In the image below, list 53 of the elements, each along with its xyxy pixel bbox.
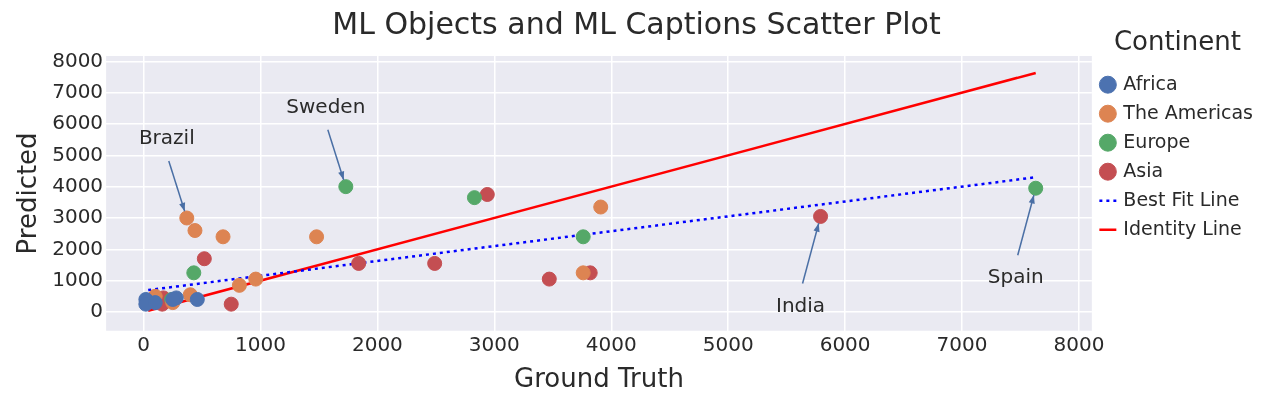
y-tick-label: 2000 — [52, 235, 104, 260]
point — [187, 223, 203, 239]
x-tick-label: 8000 — [1053, 332, 1105, 356]
x-tick-label: 6000 — [819, 332, 871, 356]
point — [179, 210, 195, 226]
point — [215, 229, 231, 245]
point — [351, 255, 367, 271]
x-tick-label: 1000 — [235, 332, 286, 356]
y-tick-label: 6000 — [52, 110, 104, 135]
x-tick-label: 7000 — [936, 332, 988, 356]
point — [466, 190, 482, 206]
point — [189, 291, 205, 307]
legend-label: Best Fit Line — [1123, 187, 1240, 210]
legend-label: The Americas — [1122, 100, 1254, 123]
x-axis-title: Ground Truth — [514, 363, 684, 394]
y-tick-label: 1000 — [52, 266, 104, 291]
point — [593, 199, 609, 215]
y-tick-label: 3000 — [52, 204, 104, 229]
x-tick-label: 0 — [137, 332, 150, 356]
point — [186, 265, 202, 281]
point — [427, 255, 443, 271]
annotation: Brazil — [138, 125, 195, 150]
point — [223, 296, 239, 312]
x-tick-label: 3000 — [468, 332, 520, 356]
point — [541, 271, 557, 287]
point — [1028, 180, 1044, 196]
point — [479, 187, 495, 202]
point — [231, 277, 247, 293]
point — [338, 179, 354, 195]
annotation: India — [776, 292, 826, 317]
y-axis-title: Predicted — [12, 132, 43, 255]
y-tick-label: 4000 — [52, 172, 104, 197]
legend-label: Europe — [1123, 129, 1191, 152]
legend-label: Identity Line — [1123, 216, 1242, 239]
x-tick-label: 4000 — [585, 332, 637, 356]
chart-title: ML Objects and ML Captions Scatter Plot — [332, 5, 941, 41]
y-tick-label: 7000 — [52, 78, 104, 103]
x-tick-label: 5000 — [702, 332, 754, 356]
y-tick-label: 8000 — [52, 47, 104, 72]
point — [196, 251, 212, 267]
x-tick-label: 2000 — [351, 332, 403, 356]
legend-label: Africa — [1123, 71, 1178, 94]
annotation: Spain — [987, 264, 1044, 289]
y-tick-label: 0 — [90, 298, 104, 323]
point — [248, 271, 264, 287]
point — [575, 265, 591, 281]
legend-title: Continent — [1113, 25, 1241, 56]
point — [813, 208, 829, 224]
legend-label: Asia — [1123, 158, 1164, 181]
y-tick-label: 5000 — [52, 141, 104, 166]
annotation: Sweden — [286, 93, 366, 118]
point — [575, 229, 591, 245]
point — [309, 229, 325, 245]
